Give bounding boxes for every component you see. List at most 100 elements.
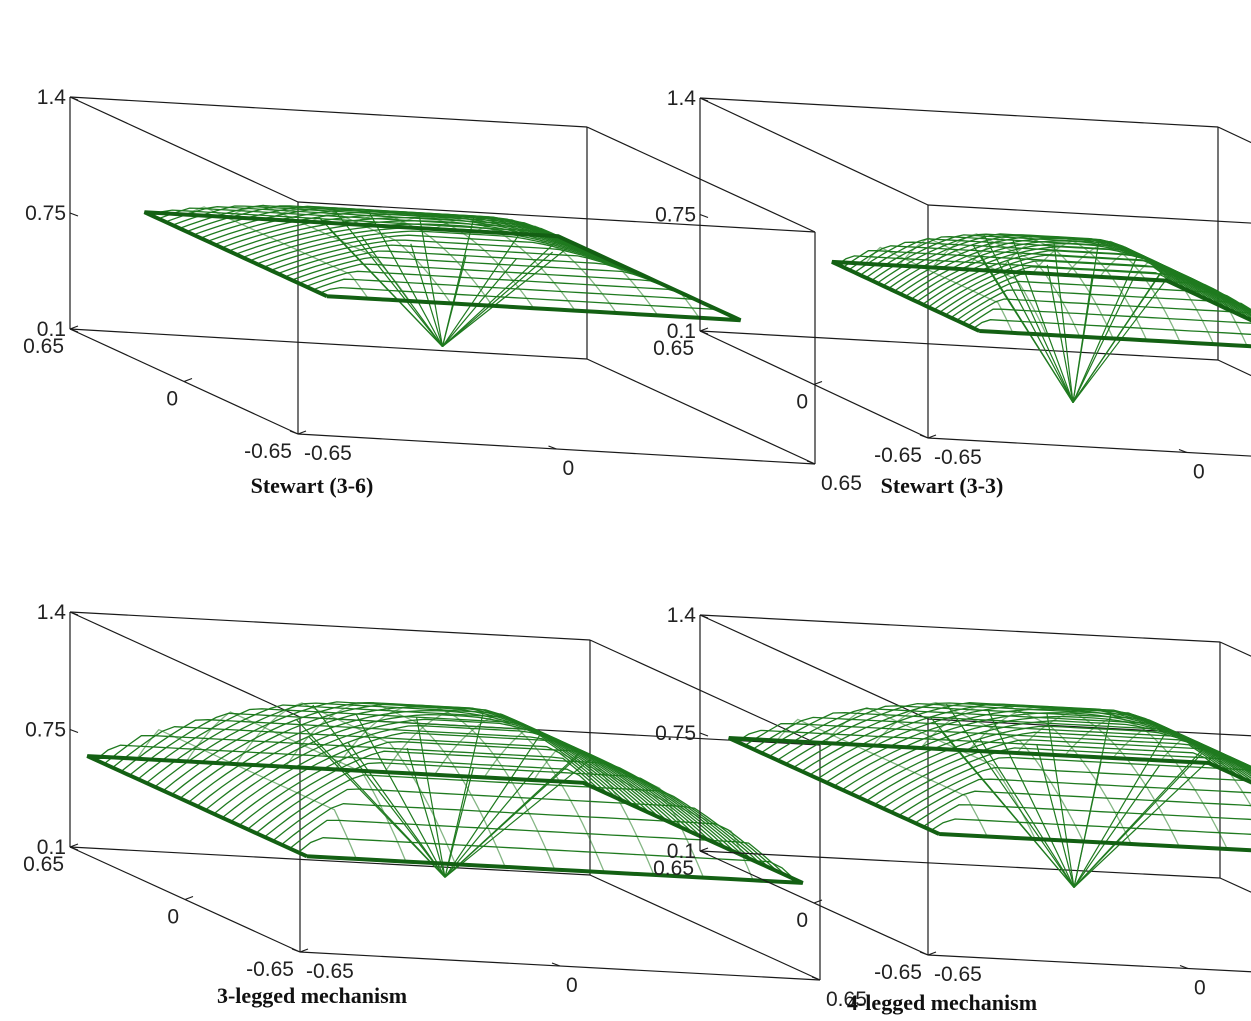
surface-line <box>334 704 556 870</box>
z-tick-label: 1.4 <box>667 604 697 627</box>
z-tick-mark <box>69 96 79 101</box>
x-tick-mark <box>811 976 821 981</box>
surface-line <box>319 286 734 318</box>
axis-box-edge <box>586 126 816 233</box>
axis-box-edge <box>69 96 588 128</box>
z-tick-mark <box>699 850 709 855</box>
z-tick-label: 0.1 <box>667 840 696 863</box>
spike-line <box>347 742 446 878</box>
surface-line <box>171 701 669 822</box>
surface-line <box>968 705 1180 847</box>
spike-line <box>442 258 518 347</box>
x-tick-mark <box>289 430 299 435</box>
x-tick-label: -0.65 <box>304 442 352 465</box>
surface-line <box>1032 237 1181 343</box>
x-tick-label: -0.65 <box>306 960 354 983</box>
axis-box-edge <box>69 328 588 360</box>
x-tick-label: 0.65 <box>821 472 862 495</box>
axis-box-edge <box>927 718 1251 737</box>
surface-rim <box>86 754 804 885</box>
axis-box-edge <box>69 846 591 876</box>
spike-line <box>418 213 444 347</box>
y-tick-mark <box>69 325 79 330</box>
surface-line <box>1112 721 1251 768</box>
x-tick-label: -0.65 <box>934 446 982 469</box>
x-tick-label: 0 <box>563 457 575 480</box>
y-tick-mark <box>299 948 309 953</box>
y-tick-label: 0 <box>796 909 808 932</box>
axis-box-edge <box>589 874 821 981</box>
y-tick-label: -0.65 <box>874 961 922 984</box>
x-tick-label: 0 <box>566 974 578 997</box>
surface-line <box>825 708 1251 783</box>
z-tick-mark <box>69 611 79 616</box>
spike-line <box>361 236 443 347</box>
axis-box-edge <box>69 96 299 203</box>
surface-line <box>475 219 659 316</box>
z-tick-mark <box>69 328 79 333</box>
y-tick-label: 0 <box>796 391 808 414</box>
spike-line <box>945 703 1075 888</box>
surface-line <box>1016 708 1228 850</box>
surface-line <box>898 237 1047 335</box>
surface-spike <box>929 703 1219 888</box>
y-tick-label: 0.65 <box>653 337 694 360</box>
z-tick-mark <box>699 97 709 102</box>
surface-line <box>872 701 1084 842</box>
spike-line <box>1073 753 1202 888</box>
x-tick-label: 0 <box>1193 461 1205 484</box>
spike-line <box>1073 751 1219 888</box>
spike-line <box>1072 279 1134 403</box>
subplot-title: Stewart (3-3) <box>881 473 1004 498</box>
x-tick-mark <box>291 948 301 953</box>
surface-line <box>898 766 1251 817</box>
y-tick-mark <box>927 951 937 956</box>
axis-box-edge <box>69 611 591 641</box>
z-tick-label: 1.4 <box>37 601 67 624</box>
surface-line <box>864 246 1014 334</box>
axis-box-edge <box>69 611 301 718</box>
spike-line <box>1012 239 1074 403</box>
axis-box-edge <box>699 97 1219 128</box>
surface-line <box>136 728 357 860</box>
surface-line <box>351 211 535 309</box>
y-tick-mark <box>813 380 823 386</box>
x-tick-label: 0 <box>1194 977 1206 1000</box>
spike-line <box>983 234 1074 403</box>
surface-line <box>1065 240 1215 345</box>
axis-box-edge <box>586 358 816 465</box>
surface-rim <box>831 259 1251 349</box>
y-tick-mark <box>927 434 937 439</box>
z-tick-label: 0.75 <box>25 202 66 225</box>
surface-spike <box>317 207 568 348</box>
y-tick-mark <box>297 430 307 435</box>
surface-line <box>185 711 407 862</box>
surface-line <box>483 727 705 878</box>
surface-rim <box>727 736 1251 853</box>
surface-line <box>298 263 713 308</box>
surface-line <box>965 234 1114 339</box>
y-tick-label: -0.65 <box>244 440 292 463</box>
z-tick-label: 0.75 <box>25 719 66 742</box>
x-tick-mark <box>551 962 561 967</box>
spike-line <box>979 739 1075 888</box>
y-tick-mark <box>184 895 194 901</box>
y-tick-label: -0.65 <box>874 444 922 467</box>
spike-line <box>444 767 475 878</box>
y-tick-mark <box>69 843 79 848</box>
spike-line <box>444 756 578 878</box>
y-tick-label: -0.65 <box>246 958 294 981</box>
surface-line <box>226 204 411 302</box>
spike-line <box>312 704 446 878</box>
z-tick-mark <box>69 212 79 217</box>
axis-box-edge <box>1219 877 1251 893</box>
surface-rim <box>143 210 742 323</box>
subplot-title: 3-legged mechanism <box>217 983 407 1008</box>
z-tick-mark <box>69 846 79 851</box>
spike-line <box>444 755 595 878</box>
spike-line <box>308 736 446 878</box>
